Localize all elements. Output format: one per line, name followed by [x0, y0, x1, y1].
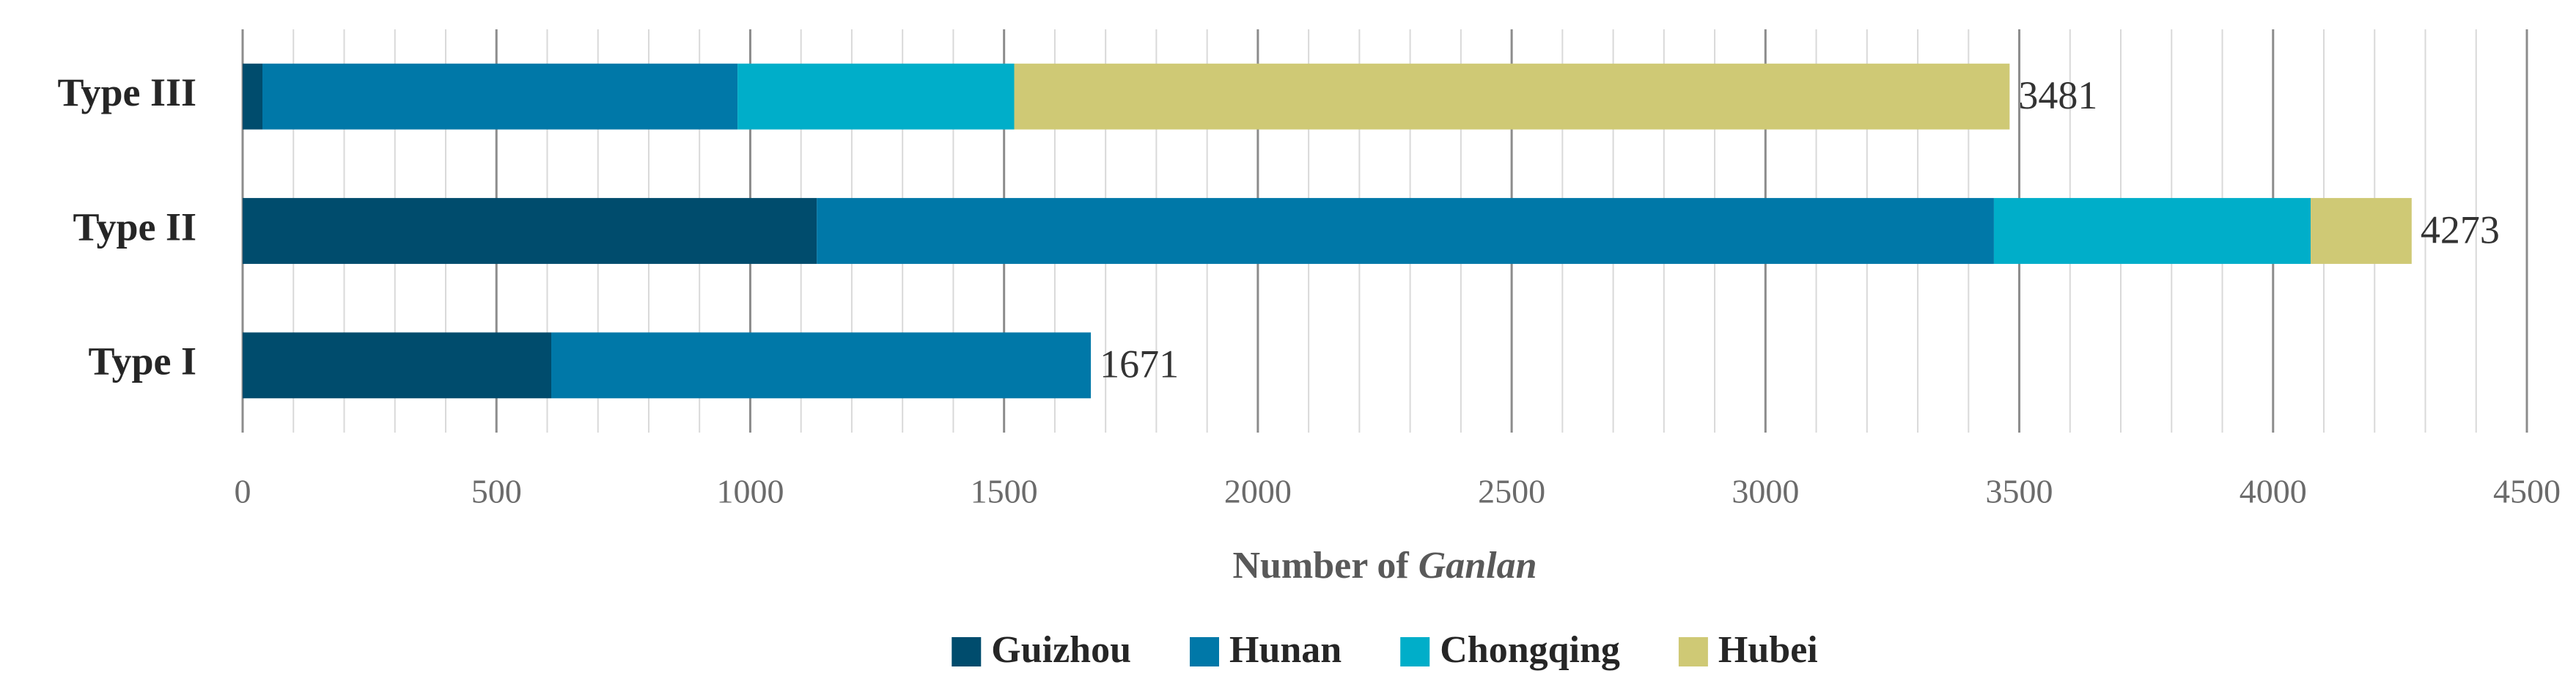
- legend-label: Guizhou: [991, 629, 1131, 671]
- x-tick-label: 1000: [716, 473, 784, 510]
- legend-label: Hubei: [1718, 629, 1818, 671]
- legend: Guizhou Hunan Chongqing Hubei: [952, 629, 1818, 671]
- bar-segment: [2311, 198, 2412, 264]
- legend-label: Hunan: [1229, 629, 1342, 671]
- x-tick-label: 3000: [1732, 473, 1799, 510]
- x-tick-label: 500: [471, 473, 522, 510]
- legend-label: Chongqing: [1440, 629, 1620, 671]
- y-tick-label: Type III: [57, 70, 196, 114]
- y-tick-label: Type I: [88, 339, 196, 383]
- total-label: 3481: [2018, 73, 2097, 117]
- bar-segment: [243, 198, 817, 264]
- x-tick-label: 1500: [971, 473, 1038, 510]
- x-tick-label: 2000: [1224, 473, 1292, 510]
- bar-segment: [551, 332, 1092, 399]
- bar-segment: [262, 63, 738, 130]
- x-axis-title-italic: Ganlan: [1418, 545, 1537, 587]
- x-tick-label: 4000: [2240, 473, 2307, 510]
- legend-swatch: [1190, 637, 1219, 666]
- x-tick-label: 0: [235, 473, 251, 510]
- total-label: 1671: [1100, 342, 1179, 386]
- x-axis-title: Number of Ganlan: [1232, 545, 1537, 587]
- legend-swatch: [1400, 637, 1430, 666]
- bar-segment: [737, 63, 1015, 130]
- x-tick-label: 2500: [1478, 473, 1545, 510]
- x-tick-label: 3500: [1986, 473, 2053, 510]
- total-label: 4273: [2421, 207, 2500, 251]
- legend-swatch: [952, 637, 982, 666]
- bar-segment: [243, 332, 552, 399]
- bar-segment: [817, 198, 1994, 264]
- bar-segment: [1993, 198, 2311, 264]
- x-tick-label: 4500: [2493, 473, 2561, 510]
- bar-segment: [1014, 63, 2010, 130]
- legend-swatch: [1678, 637, 1708, 666]
- x-axis-title-text: Number of: [1232, 545, 1418, 587]
- bar-segment: [243, 63, 263, 130]
- y-tick-label: Type II: [73, 205, 196, 249]
